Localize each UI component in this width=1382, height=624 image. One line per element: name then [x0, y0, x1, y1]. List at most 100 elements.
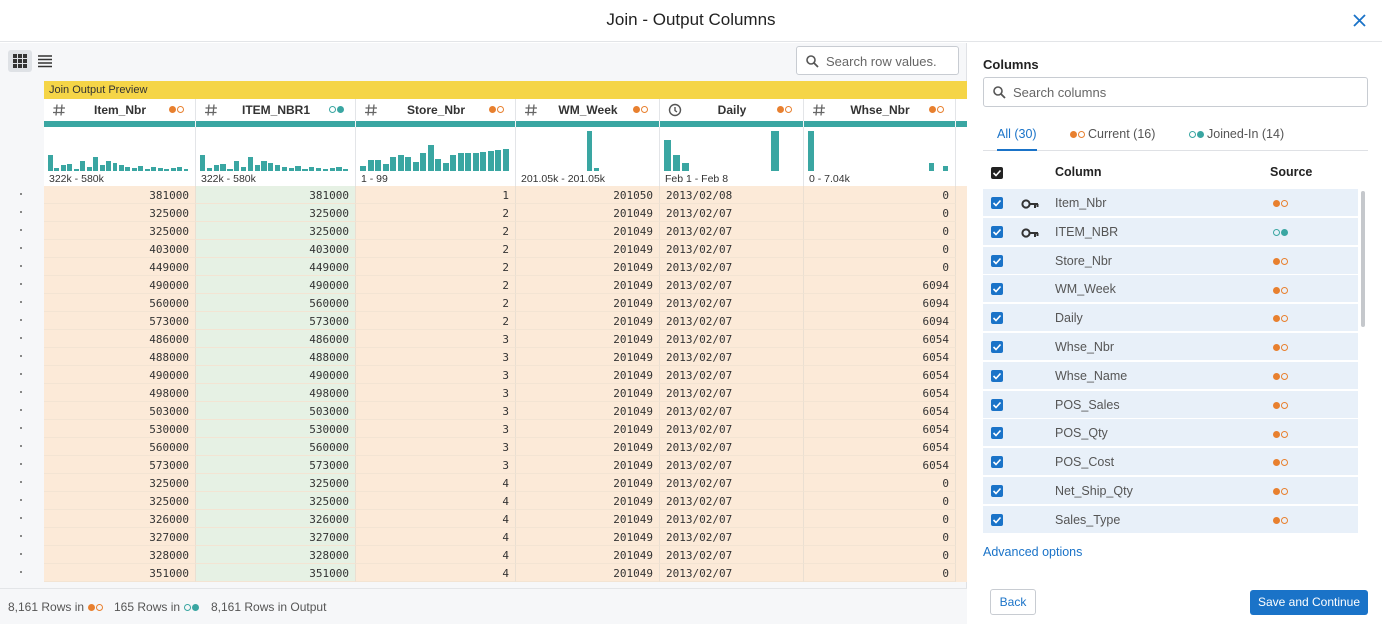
checkbox[interactable]	[991, 312, 1003, 325]
quality-bar	[804, 121, 955, 127]
column-row[interactable]: ITEM_NBR	[983, 217, 1358, 246]
row-marker	[20, 229, 22, 231]
column-row[interactable]: POS_Qty	[983, 419, 1358, 448]
grid-view-toggle[interactable]	[8, 50, 32, 72]
checkbox[interactable]	[991, 485, 1003, 497]
cell: 530000	[196, 420, 356, 438]
row-marker	[20, 265, 22, 267]
select-all-checkbox[interactable]	[991, 167, 1003, 179]
cell: 201049	[516, 492, 660, 510]
checkbox[interactable]	[991, 513, 1003, 526]
column-header[interactable]: Store_Nbr	[356, 99, 516, 121]
column-row[interactable]: Whse_Nbr	[983, 333, 1358, 361]
cell: 6054	[804, 420, 956, 438]
column-header[interactable]: Item_Nbr	[44, 99, 196, 121]
histogram-bar	[240, 167, 247, 171]
save-button[interactable]: Save and Continue	[1250, 590, 1368, 615]
cell: 201049	[516, 348, 660, 366]
cell: 2013/02/07	[660, 348, 804, 366]
cell: 4	[356, 528, 516, 546]
cell: 2	[356, 276, 516, 294]
list-view-toggle[interactable]	[37, 54, 53, 68]
histogram-bar	[48, 155, 53, 171]
cell: 6054	[804, 456, 956, 474]
column-row[interactable]: WM_Week	[983, 275, 1358, 304]
checkbox[interactable]	[991, 369, 1003, 382]
histogram-bar	[367, 159, 374, 171]
column-row[interactable]: Store_Nbr	[983, 246, 1358, 275]
range-label: 201.05k - 201.05k	[516, 173, 660, 187]
histogram-bar	[495, 150, 501, 171]
histogram-bar	[457, 153, 464, 171]
column-row[interactable]: POS_Sales	[983, 390, 1358, 419]
cell	[956, 276, 967, 294]
histogram-bar	[427, 145, 434, 171]
column-header[interactable]: Whse_Nbr	[804, 99, 956, 121]
cell: 403000	[44, 240, 196, 258]
dot	[1273, 401, 1280, 409]
column-header[interactable]: Daily	[660, 99, 804, 121]
filter-tab[interactable]: All (30)	[997, 127, 1037, 151]
cell: 2013/02/07	[660, 492, 804, 510]
cell: 381000	[44, 186, 196, 204]
back-button[interactable]: Back	[990, 589, 1036, 615]
close-button[interactable]	[1353, 14, 1366, 27]
cell: 381000	[196, 186, 356, 204]
dot	[1273, 229, 1280, 237]
histogram-bar	[254, 164, 260, 171]
dot	[88, 604, 96, 612]
filter-tab[interactable]: Current (16)	[1069, 127, 1155, 151]
cell: 490000	[44, 276, 196, 294]
histogram-bar	[465, 153, 471, 171]
column-row[interactable]: Daily	[983, 304, 1358, 333]
source-indicator	[1272, 368, 1288, 386]
checkbox[interactable]	[991, 398, 1003, 411]
column-name: Sales_Type	[1055, 512, 1121, 527]
checkbox[interactable]	[991, 254, 1003, 267]
cell: 2	[356, 294, 516, 312]
cell: 201050	[516, 186, 660, 204]
histogram-bar	[472, 153, 479, 171]
histogram-bar	[375, 159, 381, 171]
cell: 2013/02/07	[660, 474, 804, 492]
preview-banner: Join Output Preview	[44, 81, 967, 99]
dot	[937, 106, 944, 114]
search-placeholder: Search columns	[1013, 85, 1107, 100]
filter-tab[interactable]: Joined-In (14)	[1188, 127, 1284, 151]
column-search[interactable]: Search columns	[983, 77, 1368, 107]
dot	[785, 106, 792, 114]
cell: 3	[356, 456, 516, 474]
column-header[interactable]: WM_Week	[516, 99, 660, 121]
checkbox[interactable]	[991, 197, 1003, 209]
row-search[interactable]: Search row values.	[796, 46, 959, 75]
histogram-bar	[336, 167, 342, 171]
histogram-bar	[302, 168, 308, 171]
checkbox[interactable]	[991, 427, 1003, 440]
advanced-options[interactable]: Advanced options	[983, 545, 1083, 559]
range-label: Feb 1 - Feb 8	[660, 173, 804, 187]
cell: 6094	[804, 294, 956, 312]
histogram-bar	[412, 162, 419, 171]
column-row[interactable]: Sales_Type	[983, 505, 1358, 534]
dot	[489, 106, 496, 114]
checkbox[interactable]	[991, 225, 1003, 238]
cell: 3	[356, 402, 516, 420]
histogram-bar	[420, 153, 426, 171]
cell: 325000	[196, 204, 356, 222]
cell	[956, 294, 967, 312]
histogram-bar	[390, 156, 396, 171]
column-row[interactable]: Whse_Name	[983, 361, 1358, 390]
tab-label: All (30)	[997, 127, 1037, 141]
checkbox[interactable]	[991, 341, 1003, 353]
column-row[interactable]: Item_Nbr	[983, 189, 1358, 217]
column-row[interactable]: POS_Cost	[983, 448, 1358, 477]
column-header[interactable]: ITEM_NBR1	[196, 99, 356, 121]
checkbox[interactable]	[991, 456, 1003, 469]
cell	[956, 492, 967, 510]
column-row[interactable]: Net_Ship_Qty	[983, 477, 1358, 505]
cell: 326000	[196, 510, 356, 528]
cell: 498000	[44, 384, 196, 402]
checkbox[interactable]	[991, 283, 1003, 296]
histogram	[516, 127, 660, 173]
list-scrollbar[interactable]	[1361, 191, 1365, 327]
